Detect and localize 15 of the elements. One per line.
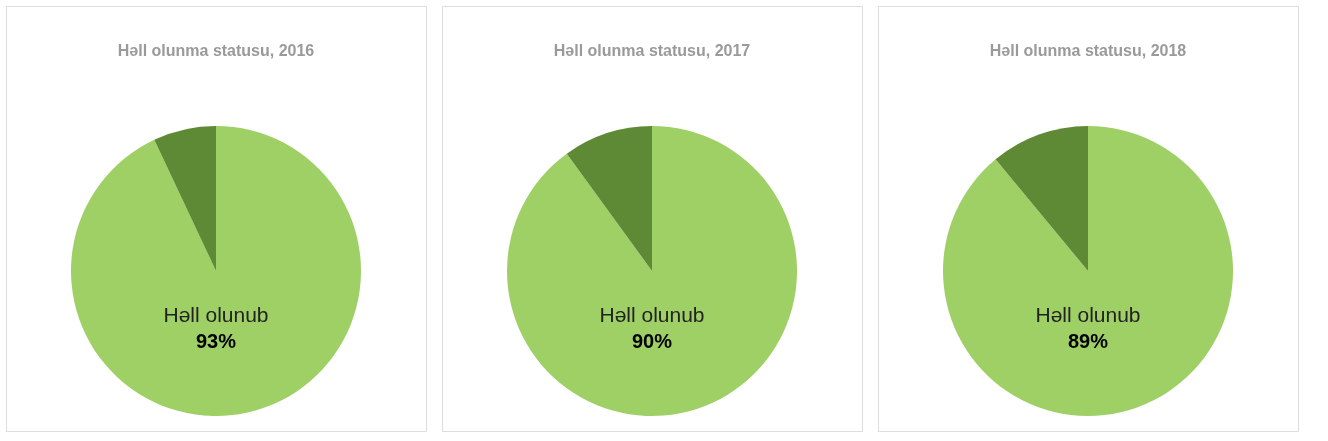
- slice-label: Həll olunub: [1035, 303, 1141, 326]
- pie-slice: [995, 126, 1088, 271]
- pie-slice: [566, 126, 652, 271]
- slice-label: Həll olunub: [163, 303, 269, 326]
- pie-slice: [943, 126, 1233, 416]
- chart-title: Həll olunma statusu, 2018: [989, 42, 1187, 59]
- pie-slice: [154, 126, 216, 271]
- data-label: 93%: [195, 330, 237, 352]
- slice-label: Həll olunub: [599, 303, 705, 326]
- pie-slice: [71, 126, 361, 416]
- chart-title: Həll olunma statusu, 2016: [117, 42, 315, 59]
- chart-title: Həll olunma statusu, 2017: [553, 42, 751, 59]
- pie-slice: [507, 126, 797, 416]
- data-label: 89%: [1067, 330, 1109, 352]
- data-label: 90%: [631, 330, 673, 352]
